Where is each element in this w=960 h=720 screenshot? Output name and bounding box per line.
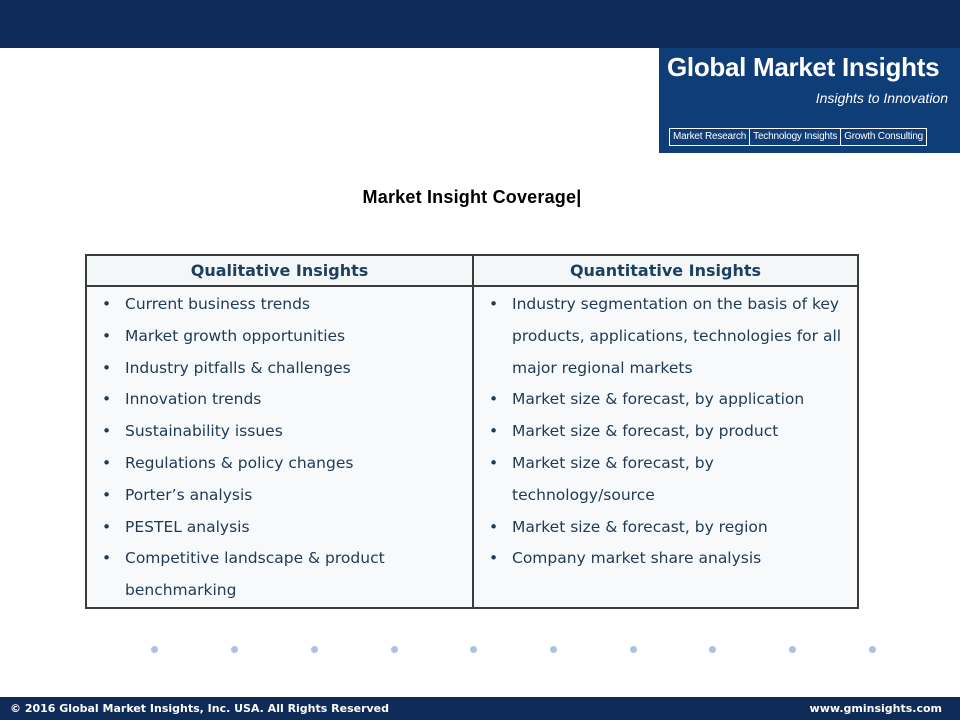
quantitative-item: Market size & forecast, by application bbox=[474, 384, 857, 416]
qualitative-item: Industry pitfalls & challenges bbox=[87, 353, 472, 385]
logo-menu: Market Research Technology Insights Grow… bbox=[669, 128, 928, 146]
decorative-dot bbox=[789, 646, 796, 653]
qualitative-list: Current business trendsMarket growth opp… bbox=[87, 289, 472, 607]
footer-website-link[interactable]: www.gminsights.com bbox=[809, 702, 942, 715]
qualitative-item: Current business trends bbox=[87, 289, 472, 321]
decorative-dot bbox=[869, 646, 876, 653]
footer: © 2016 Global Market Insights, Inc. USA.… bbox=[0, 697, 960, 720]
decorative-dot bbox=[151, 646, 158, 653]
quantitative-item: Market size & forecast, by technology/so… bbox=[474, 448, 857, 512]
company-logo: Global Market Insights Insights to Innov… bbox=[659, 48, 960, 153]
decorative-dot bbox=[630, 646, 637, 653]
qualitative-cell: Current business trendsMarket growth opp… bbox=[85, 285, 474, 609]
logo-menu-item: Technology Insights bbox=[750, 129, 842, 145]
qualitative-item: Competitive landscape & product benchmar… bbox=[87, 543, 472, 607]
decorative-dot bbox=[391, 646, 398, 653]
logo-name: Global Market Insights bbox=[667, 52, 940, 82]
qualitative-item: Market growth opportunities bbox=[87, 321, 472, 353]
quantitative-header: Quantitative Insights bbox=[472, 254, 859, 287]
quantitative-item: Market size & forecast, by region bbox=[474, 512, 857, 544]
decorative-dots bbox=[0, 646, 960, 656]
quantitative-item: Company market share analysis bbox=[474, 543, 857, 575]
qualitative-item: Sustainability issues bbox=[87, 416, 472, 448]
qualitative-item: Porter’s analysis bbox=[87, 480, 472, 512]
logo-menu-item: Growth Consulting bbox=[844, 131, 924, 142]
quantitative-item: Industry segmentation on the basis of ke… bbox=[474, 289, 857, 384]
decorative-dot bbox=[550, 646, 557, 653]
decorative-dot bbox=[231, 646, 238, 653]
page-title: Market Insight Coverage| bbox=[362, 187, 582, 207]
quantitative-item: Market size & forecast, by product bbox=[474, 416, 857, 448]
quantitative-cell: Industry segmentation on the basis of ke… bbox=[472, 285, 859, 609]
qualitative-item: Innovation trends bbox=[87, 384, 472, 416]
top-banner bbox=[0, 0, 960, 48]
qualitative-item: PESTEL analysis bbox=[87, 512, 472, 544]
qualitative-header: Qualitative Insights bbox=[85, 254, 474, 287]
logo-tagline: Insights to Innovation bbox=[815, 90, 948, 106]
coverage-table: Qualitative Insights Quantitative Insigh… bbox=[85, 254, 859, 609]
decorative-dot bbox=[311, 646, 318, 653]
footer-copyright: © 2016 Global Market Insights, Inc. USA.… bbox=[10, 702, 390, 715]
qualitative-item: Regulations & policy changes bbox=[87, 448, 472, 480]
decorative-dot bbox=[470, 646, 477, 653]
quantitative-list: Industry segmentation on the basis of ke… bbox=[474, 289, 857, 575]
decorative-dot bbox=[709, 646, 716, 653]
logo-menu-item: Market Research bbox=[670, 129, 751, 145]
